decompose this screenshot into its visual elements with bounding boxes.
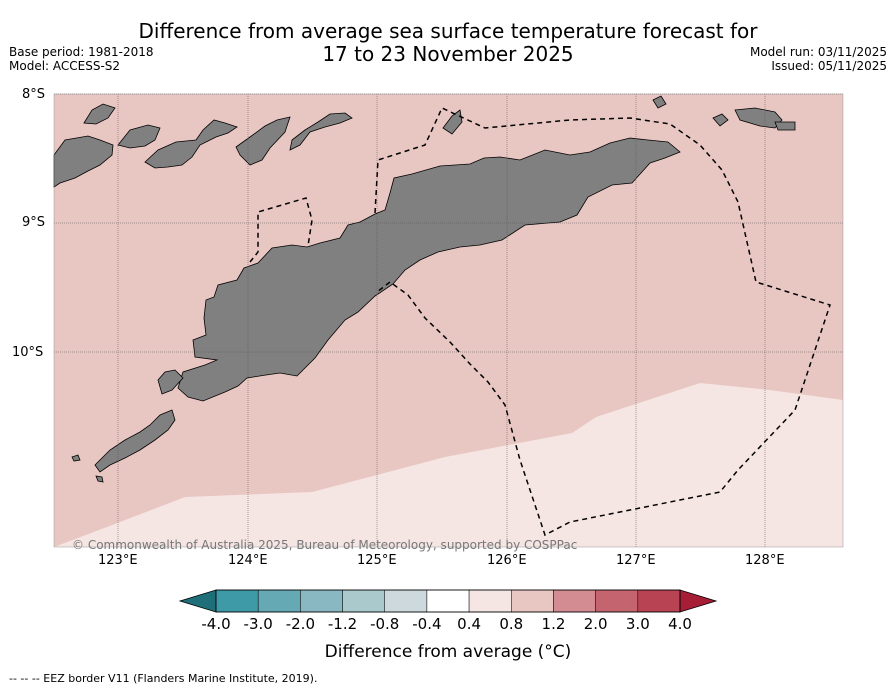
colorbar-extend-low	[178, 589, 217, 613]
lat-label-9s: 9°S	[22, 215, 46, 230]
meta-left: Base period: 1981-2018 Model: ACCESS-S2	[9, 45, 154, 73]
colorbar-swatch	[468, 589, 512, 613]
colorbar-tick-label: 1.2	[541, 615, 566, 633]
title-line-2: 17 to 23 November 2025	[322, 42, 574, 66]
land-lembata	[144, 119, 238, 169]
lon-label-123e: 123°E	[98, 553, 138, 568]
colorbar-tick-label: 0.4	[457, 615, 482, 633]
colorbar-tick-labels: -4.0 -3.0 -2.0 -1.2 -0.8 -0.4 0.4 0.8 1.2 2.0 3.0 4…	[0, 615, 896, 635]
colorbar-tick-label: 4.0	[668, 615, 692, 633]
colorbar-swatch	[426, 589, 470, 613]
map-frame	[53, 93, 844, 548]
eez-borders	[249, 107, 831, 537]
colorbar-swatch	[595, 589, 639, 613]
anomaly-region-0.4-0.8	[54, 383, 843, 547]
colorbar-tick-label: -2.0	[285, 615, 315, 633]
land-small-sw	[71, 454, 81, 462]
eez-border-main	[374, 107, 831, 537]
title-line-1: Difference from average sea surface temp…	[138, 19, 758, 43]
colorbar-swatch	[384, 589, 428, 613]
colorbar-tick-label: -1.2	[327, 615, 358, 633]
lon-label-124e: 124°E	[228, 553, 268, 568]
land-small-ne-3	[774, 121, 796, 131]
land-timor	[177, 137, 681, 402]
lat-label-10s: 10°S	[12, 345, 44, 360]
land-small-sw-2	[95, 475, 104, 483]
lon-label-127e: 127°E	[616, 553, 656, 568]
colorbar-title: Difference from average (°C)	[324, 642, 572, 662]
colorbar-tick-label: 0.8	[499, 615, 524, 633]
copyright-notice: © Commonwealth of Australia 2025, Bureau…	[72, 538, 578, 552]
colorbar-swatch	[300, 589, 343, 613]
issued-date: Issued: 05/11/2025	[771, 59, 887, 73]
land-wetar	[289, 112, 353, 151]
colorbar-tick-label: 2.0	[583, 615, 608, 633]
colorbar-tick-label: -4.0	[201, 615, 231, 633]
meta-right: Model run: 03/11/2025 Issued: 05/11/2025	[750, 45, 887, 73]
colorbar-tick-label: -0.4	[412, 615, 442, 633]
lon-label-126e: 126°E	[487, 553, 527, 568]
colorbar-tick-label: 3.0	[625, 615, 650, 633]
land-small-north-2	[652, 95, 667, 109]
colorbar-extend-high	[679, 589, 718, 613]
colorbar	[178, 589, 718, 613]
lon-label-128e: 128°E	[745, 553, 785, 568]
colorbar-swatch	[342, 589, 385, 613]
land-pantar	[235, 116, 291, 166]
colorbar-swatch	[511, 589, 554, 613]
colorbar-tick-label: -3.0	[243, 615, 273, 633]
land-small-north-1	[83, 103, 116, 125]
colorbar-swatch	[553, 589, 596, 613]
land-flores-east	[117, 124, 161, 149]
land-masses	[53, 95, 796, 483]
colorbar-swatch	[215, 589, 259, 613]
colorbar-tick-label: -0.8	[370, 615, 400, 633]
model-run: Model run: 03/11/2025	[749, 45, 887, 59]
land-atauro	[442, 109, 463, 135]
model-name: Model: ACCESS-S2	[9, 59, 121, 73]
eez-border-oecusse	[249, 197, 313, 263]
colorbar-swatch	[257, 589, 301, 613]
land-sawu	[94, 409, 176, 473]
map-title: Difference from average sea surface temp…	[0, 20, 896, 66]
lat-label-8s: 8°S	[22, 87, 46, 102]
map-area	[53, 93, 844, 548]
colorbar-swatches	[215, 589, 681, 613]
eez-footnote: -- -- -- EEZ border V11 (Flanders Marine…	[9, 672, 318, 685]
base-period: Base period: 1981-2018	[9, 45, 154, 59]
colorbar-swatch	[637, 589, 681, 613]
colorbar-frame	[215, 589, 681, 613]
land-alor	[53, 135, 114, 188]
land-small-ne-2	[712, 113, 729, 127]
land-rote	[157, 369, 184, 395]
lon-label-125e: 125°E	[357, 553, 397, 568]
